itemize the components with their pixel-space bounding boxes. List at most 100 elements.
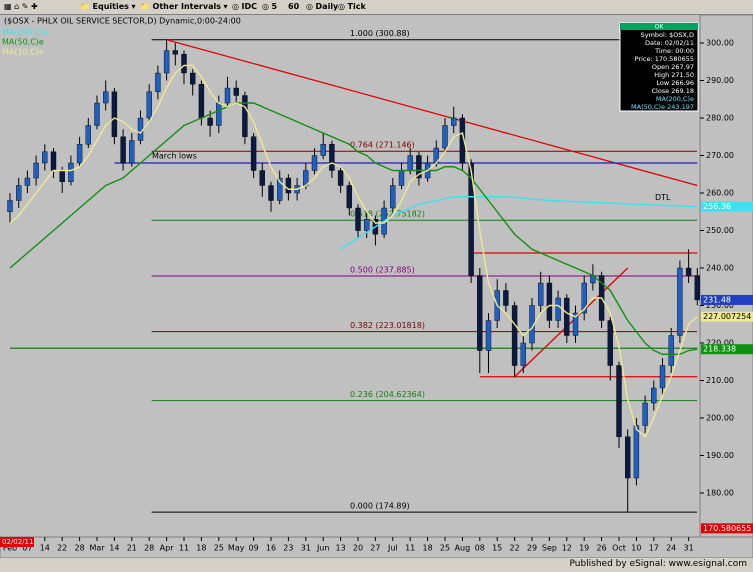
x-tick-label: 16 — [266, 544, 276, 553]
fib-label: 1.000 (300.88) — [350, 29, 410, 38]
candle-body — [398, 170, 405, 186]
price-marker-label: 256.36 — [703, 202, 731, 211]
x-tick-label: 29 — [527, 544, 537, 553]
candle-body — [538, 282, 544, 306]
candle-body — [24, 177, 31, 186]
candle-body — [111, 91, 118, 137]
candle-body — [651, 387, 657, 404]
x-tick-label: 14 — [40, 544, 50, 553]
x-tick-label: 24 — [666, 544, 676, 553]
candle-body — [50, 151, 57, 171]
x-tick-label: 31 — [301, 544, 311, 553]
x-tick-label: 18 — [423, 544, 433, 553]
candle-body — [268, 185, 274, 201]
x-tick-label: Sep — [542, 544, 557, 553]
chart: ($OSX - PHLX OIL SERVICE SECTOR,D) Dynam… — [0, 15, 753, 558]
x-tick-label: 27 — [370, 544, 380, 553]
data-window-line: Date: 02/02/11 — [645, 39, 694, 47]
x-tick-label: 12 — [562, 544, 572, 553]
data-window — [619, 22, 699, 112]
label[interactable]: IDC — [241, 2, 258, 11]
y-tick-label: 260.00 — [706, 189, 734, 198]
candle-body — [189, 72, 196, 85]
y-tick-label: 270.00 — [706, 151, 734, 160]
candle-body — [477, 275, 483, 351]
candle-body — [659, 365, 666, 389]
trend-line — [166, 39, 698, 187]
price-marker — [701, 344, 753, 355]
x-tick-label: 20 — [353, 544, 363, 553]
candle-body — [59, 170, 65, 182]
candle-body — [85, 125, 92, 145]
candle-body — [546, 282, 553, 321]
data-window-line: Open 267.97 — [652, 63, 694, 71]
candle-body — [346, 185, 352, 209]
x-tick-label: 26 — [597, 544, 607, 553]
candle-body — [216, 102, 222, 126]
x-tick-label: May — [228, 544, 245, 553]
candle-body — [68, 162, 74, 182]
data-window-line: MA(50,C)e 243.197 — [631, 103, 694, 111]
data-window-line: Close 269.18 — [651, 87, 694, 95]
fib-label: 0.764 (271.146) — [350, 141, 415, 150]
candle-body — [468, 162, 474, 276]
footer: Published by eSignal: www.esignal.com — [569, 559, 747, 569]
candle-body — [33, 162, 39, 179]
x-tick-label: 31 — [684, 544, 694, 553]
toolbar-item[interactable]: 📁 Other Intervals ▾ — [140, 2, 228, 11]
price-marker-label: 170.580655 — [703, 524, 751, 533]
candle-body — [259, 170, 265, 186]
x-tick-label: 10 — [631, 544, 641, 553]
x-tick-label: 18 — [196, 544, 206, 553]
x-tick-label: 17 — [649, 544, 659, 553]
candle-body — [607, 320, 613, 366]
candle-body — [685, 267, 692, 276]
candle-body — [137, 117, 144, 141]
candle-body — [407, 155, 413, 171]
x-tick-label: 25 — [214, 544, 224, 553]
data-window-line: MA(200,C)e — [656, 95, 694, 103]
toolbar-item[interactable]: ◎ Daily — [306, 2, 339, 11]
y-tick-label: 220.00 — [706, 339, 734, 348]
candle-body — [181, 54, 187, 74]
candle-body — [511, 305, 518, 366]
data-window-line: Price: 170.580655 — [635, 55, 694, 63]
label[interactable]: 5 — [271, 2, 278, 11]
label[interactable]: Equities — [92, 2, 129, 11]
candle-body — [146, 91, 152, 119]
y-tick-label: 190.00 — [706, 451, 734, 460]
candle-body — [616, 365, 622, 437]
candle-body — [416, 155, 422, 179]
x-tick-label: 28 — [75, 544, 85, 553]
price-marker-label: 218.338 — [703, 345, 736, 354]
label[interactable]: Other Intervals — [152, 2, 221, 11]
toolbar-item[interactable]: ◎ IDC — [232, 2, 258, 11]
fib-label: 0.618 (252.75182) — [350, 210, 425, 219]
label[interactable]: Daily — [315, 2, 339, 11]
x-tick-label: 23 — [283, 544, 293, 553]
price-marker — [701, 294, 753, 305]
toolbar-item[interactable]: ◎ Tick — [338, 2, 366, 11]
y-tick-label: 280.00 — [706, 114, 734, 123]
ma-line — [340, 196, 698, 250]
toolbar-icons[interactable]: ▦ ⌂ ✎ ✚ — [4, 2, 38, 11]
candle-body — [42, 151, 48, 164]
toolbar-item[interactable]: ◎ 5 — [262, 2, 278, 11]
toolbar-item[interactable]: 📁 Equities ▾ — [80, 2, 136, 11]
legend-entry: MA(50,C)e — [2, 38, 44, 47]
label[interactable]: Tick — [347, 2, 366, 11]
candle-body — [102, 91, 109, 104]
y-tick-label: 250.00 — [706, 226, 734, 235]
fib-label: 0.382 (223.01818) — [350, 321, 425, 330]
candle-body — [155, 72, 161, 92]
trend-line — [514, 267, 629, 378]
x-tick-label: 13 — [336, 544, 346, 553]
legend-entry: MA(200,C)e — [2, 28, 49, 37]
candle-body — [172, 50, 179, 55]
label[interactable]: 60 — [288, 2, 300, 11]
toolbar-item[interactable]: 60 — [288, 0, 299, 14]
candle-body — [242, 95, 248, 137]
y-tick-label: 180.00 — [706, 489, 734, 498]
candle-body — [198, 84, 205, 119]
